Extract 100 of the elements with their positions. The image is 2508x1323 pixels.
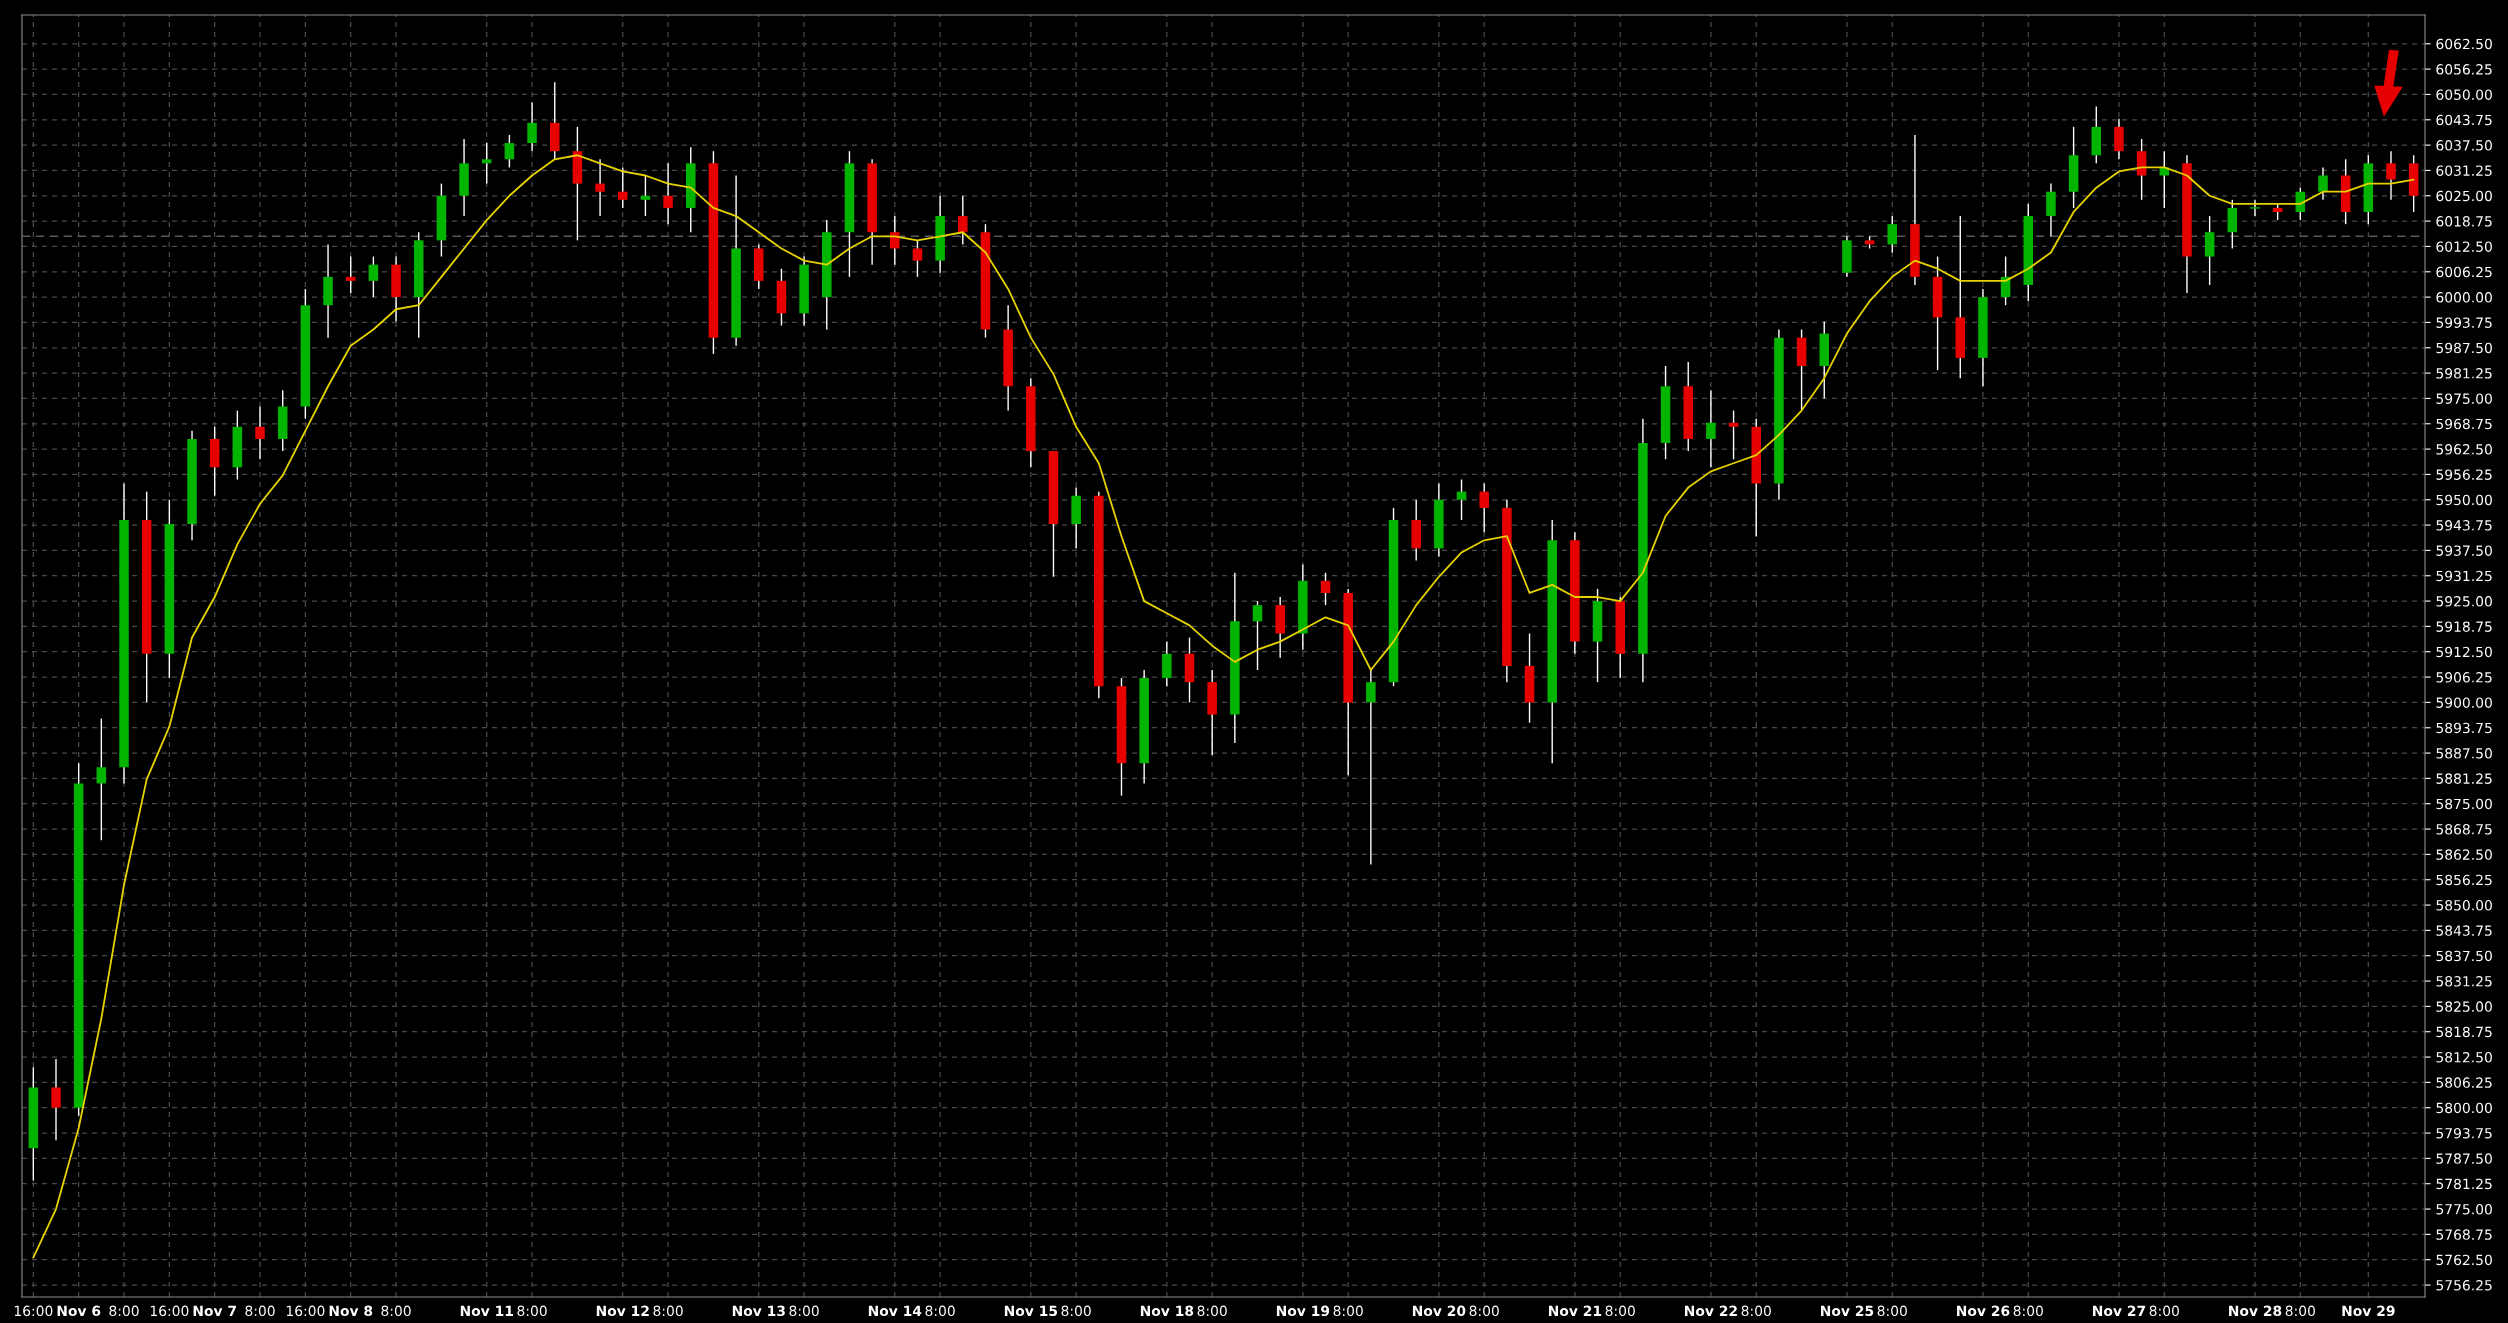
x-tick-label: Nov 13: [732, 1305, 785, 1317]
y-tick-label: 5937.50: [2436, 545, 2492, 556]
x-tick-label: 8:00: [2013, 1305, 2043, 1317]
x-tick-label: 8:00: [1333, 1305, 1363, 1317]
y-tick-label: 6012.50: [2436, 241, 2492, 252]
y-tick-label: 6018.75: [2436, 216, 2492, 227]
x-tick-label: 8:00: [1877, 1305, 1907, 1317]
candlestick: [345, 255, 356, 294]
y-tick-label: 5875.00: [2436, 798, 2492, 810]
candlestick: [96, 717, 107, 841]
x-tick-label: Nov 26: [1957, 1305, 2010, 1317]
y-tick-label: 5837.50: [2436, 950, 2492, 962]
candlestick: [912, 239, 923, 278]
y-tick-label: 5943.75: [2436, 520, 2492, 531]
candlestick: [527, 101, 537, 152]
x-tick-label: 8:00: [109, 1305, 139, 1317]
candlestick: [890, 215, 900, 266]
y-tick-label: 5887.50: [2436, 748, 2492, 759]
y-tick-label: 5756.25: [2436, 1280, 2492, 1291]
y-tick-label: 5768.75: [2436, 1229, 2492, 1240]
x-tick-label: Nov 21: [1548, 1305, 1602, 1317]
candlestick: [368, 255, 379, 298]
y-tick-label: 6006.25: [2436, 266, 2492, 278]
candlestick: [1887, 215, 1898, 254]
x-tick-label: 16:00: [286, 1305, 325, 1317]
y-tick-label: 5850.00: [2436, 900, 2492, 911]
y-tick-label: 6062.50: [2436, 38, 2492, 50]
candlestick: [2159, 150, 2170, 209]
y-tick-label: 5918.75: [2436, 621, 2492, 632]
y-tick-label: 6000.00: [2436, 292, 2492, 303]
candlestick: [2318, 166, 2328, 201]
x-tick-label: 8:00: [1197, 1305, 1227, 1317]
y-tick-label: 5868.75: [2436, 824, 2492, 835]
x-tick-label: Nov 12: [596, 1305, 649, 1317]
candlestick: [1320, 572, 1331, 606]
candlestick: [2250, 199, 2260, 217]
y-tick-label: 5831.25: [2436, 976, 2492, 987]
y-tick-label: 5893.75: [2436, 722, 2492, 734]
y-tick-label: 5881.25: [2436, 773, 2492, 784]
y-tick-label: 5987.50: [2436, 342, 2492, 354]
y-tick-label: 6037.50: [2436, 140, 2492, 151]
y-tick-label: 5793.75: [2436, 1128, 2492, 1139]
y-tick-label: 5906.25: [2436, 672, 2492, 683]
x-tick-label: 8:00: [1469, 1305, 1499, 1317]
x-tick-label: Nov 27: [2093, 1305, 2146, 1317]
y-tick-label: 5968.75: [2436, 418, 2492, 430]
y-tick-label: 5812.50: [2436, 1052, 2492, 1063]
candlestick: [1252, 600, 1263, 671]
candlestick: [51, 1058, 61, 1141]
x-tick-label: Nov 18: [1140, 1305, 1194, 1317]
candlestick: [640, 174, 651, 217]
x-tick-label: Nov 7: [193, 1305, 236, 1317]
x-tick-label: 8:00: [1741, 1305, 1771, 1317]
y-tick-label: 5912.50: [2436, 646, 2492, 658]
y-tick-label: 5806.25: [2436, 1077, 2492, 1088]
y-tick-label: 5800.00: [2436, 1102, 2492, 1114]
candlestick: [617, 166, 628, 209]
x-tick-label: 8:00: [2285, 1305, 2315, 1317]
y-tick-label: 6050.00: [2436, 89, 2492, 100]
y-tick-label: 5762.50: [2436, 1254, 2492, 1266]
x-tick-label: 8:00: [1061, 1305, 1091, 1317]
candlestick: [663, 162, 673, 225]
x-tick-label: Nov 6: [57, 1305, 101, 1317]
y-tick-label: 5825.00: [2436, 1001, 2492, 1012]
x-tick-label: Nov 14: [868, 1305, 922, 1317]
y-tick-label: 5775.00: [2436, 1204, 2492, 1215]
y-tick-label: 5856.25: [2436, 874, 2492, 886]
x-tick-label: 8:00: [245, 1305, 275, 1317]
x-tick-label: Nov 8: [329, 1305, 373, 1317]
y-tick-label: 5787.50: [2436, 1153, 2492, 1164]
y-tick-label: 5962.50: [2436, 444, 2492, 455]
y-tick-label: 5956.25: [2436, 469, 2492, 480]
y-tick-label: 6025.00: [2436, 190, 2492, 202]
y-tick-label: 5925.00: [2436, 596, 2492, 607]
candlestick: [1456, 478, 1467, 521]
x-tick-label: 16:00: [14, 1305, 53, 1317]
x-tick-label: Nov 29: [2342, 1305, 2395, 1317]
x-tick-label: Nov 25: [1821, 1305, 1874, 1317]
x-tick-label: Nov 20: [1412, 1305, 1466, 1317]
x-tick-label: 8:00: [381, 1305, 411, 1317]
x-tick-label: 8:00: [653, 1305, 683, 1317]
y-tick-label: 5993.75: [2436, 317, 2492, 328]
y-tick-label: 6043.75: [2436, 114, 2492, 126]
candlestick: [958, 195, 968, 246]
candlestick: [481, 142, 492, 185]
y-tick-label: 5900.00: [2436, 697, 2492, 708]
y-tick-label: 5950.00: [2436, 494, 2492, 506]
x-tick-label: Nov 22: [1684, 1305, 1737, 1317]
y-tick-label: 5818.75: [2436, 1026, 2492, 1038]
candlestick: [2386, 150, 2396, 201]
candlestick: [595, 158, 605, 217]
y-tick-label: 5781.25: [2436, 1178, 2492, 1190]
candlestick: [1728, 409, 1739, 460]
y-tick-label: 6031.25: [2436, 165, 2492, 176]
y-tick-label: 5843.75: [2436, 925, 2492, 936]
x-tick-label: 8:00: [789, 1305, 819, 1317]
x-tick-label: 16:00: [150, 1305, 189, 1317]
y-tick-label: 5862.50: [2436, 849, 2492, 860]
y-tick-label: 5931.25: [2436, 570, 2492, 582]
x-tick-label: 8:00: [1605, 1305, 1635, 1317]
